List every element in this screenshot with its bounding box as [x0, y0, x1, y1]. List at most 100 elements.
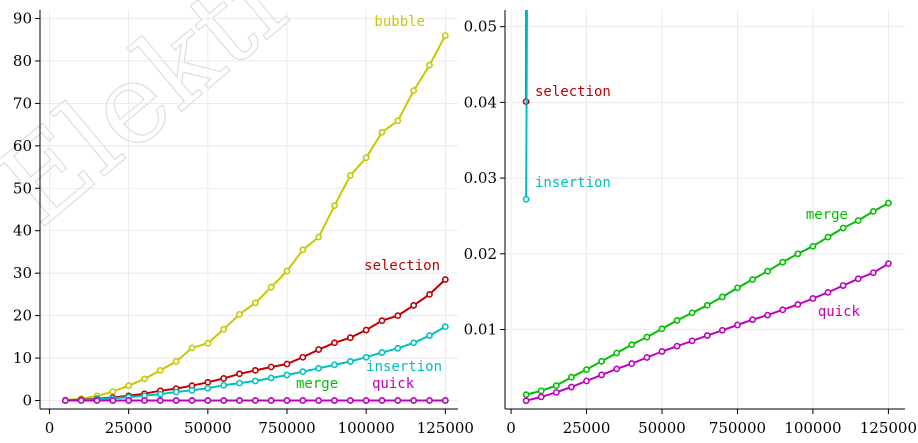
left-insertion-point-20: [378, 349, 386, 356]
right-quick-point-8: [643, 354, 651, 361]
left-insertion-point-13: [267, 374, 275, 382]
left-insertion-point-18: [346, 358, 354, 365]
left-quick-label: quick: [372, 376, 415, 392]
left-chart-panel: 0 25000 50000 750000 100000 125000 0 10 20 30 40 50…: [13, 9, 474, 437]
left-insertion-label: insertion: [366, 359, 442, 375]
left-bubble-point-9: [204, 339, 212, 347]
left-selection-point-20: [378, 317, 386, 325]
right-y-tick-label-1: 0.02: [464, 245, 497, 263]
left-x-tick-label-0: 0: [45, 419, 55, 437]
left-y-tick-label-8: 80: [13, 52, 32, 70]
right-quick-point-6: [613, 365, 621, 373]
right-quick-point-12: [703, 332, 711, 339]
left-selection-point-19: [362, 326, 370, 334]
left-x-tick-label-3: 750000: [258, 419, 315, 437]
right-x-tick-label-1: 25000: [563, 419, 611, 437]
left-quick-point-17: [331, 397, 338, 404]
left-selection-point-21: [394, 312, 402, 320]
left-selection-point-14: [283, 360, 291, 368]
left-bubble-point-17: [331, 202, 338, 210]
left-insertion-point-12: [251, 377, 259, 385]
left-quick-point-13: [267, 397, 275, 404]
left-y-tick-label-9: 90: [13, 9, 32, 27]
left-merge-label: merge: [296, 376, 338, 392]
right-merge-point-13: [718, 293, 726, 301]
left-quick-point-5: [141, 397, 148, 404]
right-quick-point-5: [598, 371, 606, 379]
right-quick-point-7: [628, 360, 636, 367]
right-quick-point-4: [583, 377, 590, 385]
left-quick-point-18: [346, 397, 354, 404]
left-selection-point-22: [410, 302, 418, 309]
left-y-tick-label-4: 40: [13, 222, 32, 240]
right-merge-point-17: [779, 258, 787, 266]
left-bubble-label: bubble: [374, 14, 425, 30]
left-quick-point-1: [77, 397, 85, 404]
right-series-merge: [522, 199, 892, 399]
left-quick-point-2: [93, 397, 101, 404]
right-insertion-line: [525, 10, 529, 200]
left-insertion-point-10: [220, 381, 228, 389]
left-y-tick-label-6: 60: [13, 137, 32, 155]
left-series-quick: [61, 397, 449, 404]
left-quick-point-11: [236, 397, 243, 404]
right-merge-point-16: [764, 267, 772, 275]
left-quick-point-3: [109, 397, 117, 404]
right-y-tick-label-0: 0.01: [464, 321, 497, 339]
left-insertion-point-15: [299, 368, 307, 376]
left-x-tick-label-5: 125000: [417, 419, 474, 437]
left-quick-point-21: [394, 397, 402, 404]
right-merge-point-5: [598, 357, 606, 365]
left-bubble-point-3: [109, 388, 117, 395]
left-insertion-point-17: [331, 361, 338, 369]
left-bubble-point-13: [267, 283, 275, 291]
right-merge-point-9: [658, 325, 666, 333]
left-selection-label: selection: [364, 258, 440, 274]
left-bubble-point-8: [188, 344, 196, 352]
right-chart-panel: 0 25000 50000 750000 100000 125000 0.01 0.02 0.0…: [464, 10, 917, 437]
left-quick-point-6: [156, 397, 164, 404]
right-quick-line: [525, 262, 889, 402]
left-bubble-point-7: [172, 358, 180, 365]
left-quick-point-0: [61, 397, 69, 404]
right-x-tick-label-4: 100000: [784, 419, 841, 437]
left-insertion-point-8: [188, 386, 196, 394]
right-merge-point-18: [794, 250, 802, 258]
right-merge-point-2: [552, 382, 560, 389]
right-quick-point-24: [884, 260, 892, 268]
left-quick-point-16: [315, 397, 323, 404]
left-quick-point-9: [204, 397, 212, 404]
right-quick-point-10: [673, 342, 681, 350]
right-quick-point-17: [779, 306, 787, 314]
left-quick-point-20: [378, 397, 386, 404]
left-insertion-point-22: [410, 339, 418, 347]
right-quick-point-2: [552, 388, 560, 396]
left-insertion-point-23: [426, 332, 433, 339]
right-insertion-point-0: [522, 195, 530, 203]
left-quick-point-14: [283, 397, 291, 404]
right-x-tick-label-3: 750000: [709, 419, 766, 437]
right-merge-point-19: [809, 242, 817, 250]
left-insertion-point-21: [394, 344, 402, 352]
left-insertion-point-7: [172, 388, 180, 396]
right-quick-point-14: [734, 321, 741, 329]
left-bubble-point-20: [378, 128, 386, 136]
right-quick-point-16: [764, 311, 772, 319]
left-quick-point-19: [362, 397, 370, 404]
left-insertion-point-16: [315, 364, 323, 372]
right-merge-point-14: [734, 284, 741, 292]
left-y-tick-label-3: 30: [13, 264, 32, 282]
left-bubble-point-24: [441, 32, 449, 39]
right-merge-point-21: [839, 224, 847, 232]
left-bubble-point-21: [394, 117, 402, 125]
left-quick-point-15: [299, 397, 307, 404]
right-merge-point-15: [749, 276, 756, 283]
left-bubble-point-16: [315, 233, 323, 241]
right-y-tick-label-2: 0.03: [464, 169, 497, 187]
right-quick-point-20: [824, 289, 832, 296]
left-selection-point-23: [426, 290, 433, 298]
right-quick-point-0: [522, 397, 530, 405]
left-selection-point-15: [299, 353, 307, 361]
